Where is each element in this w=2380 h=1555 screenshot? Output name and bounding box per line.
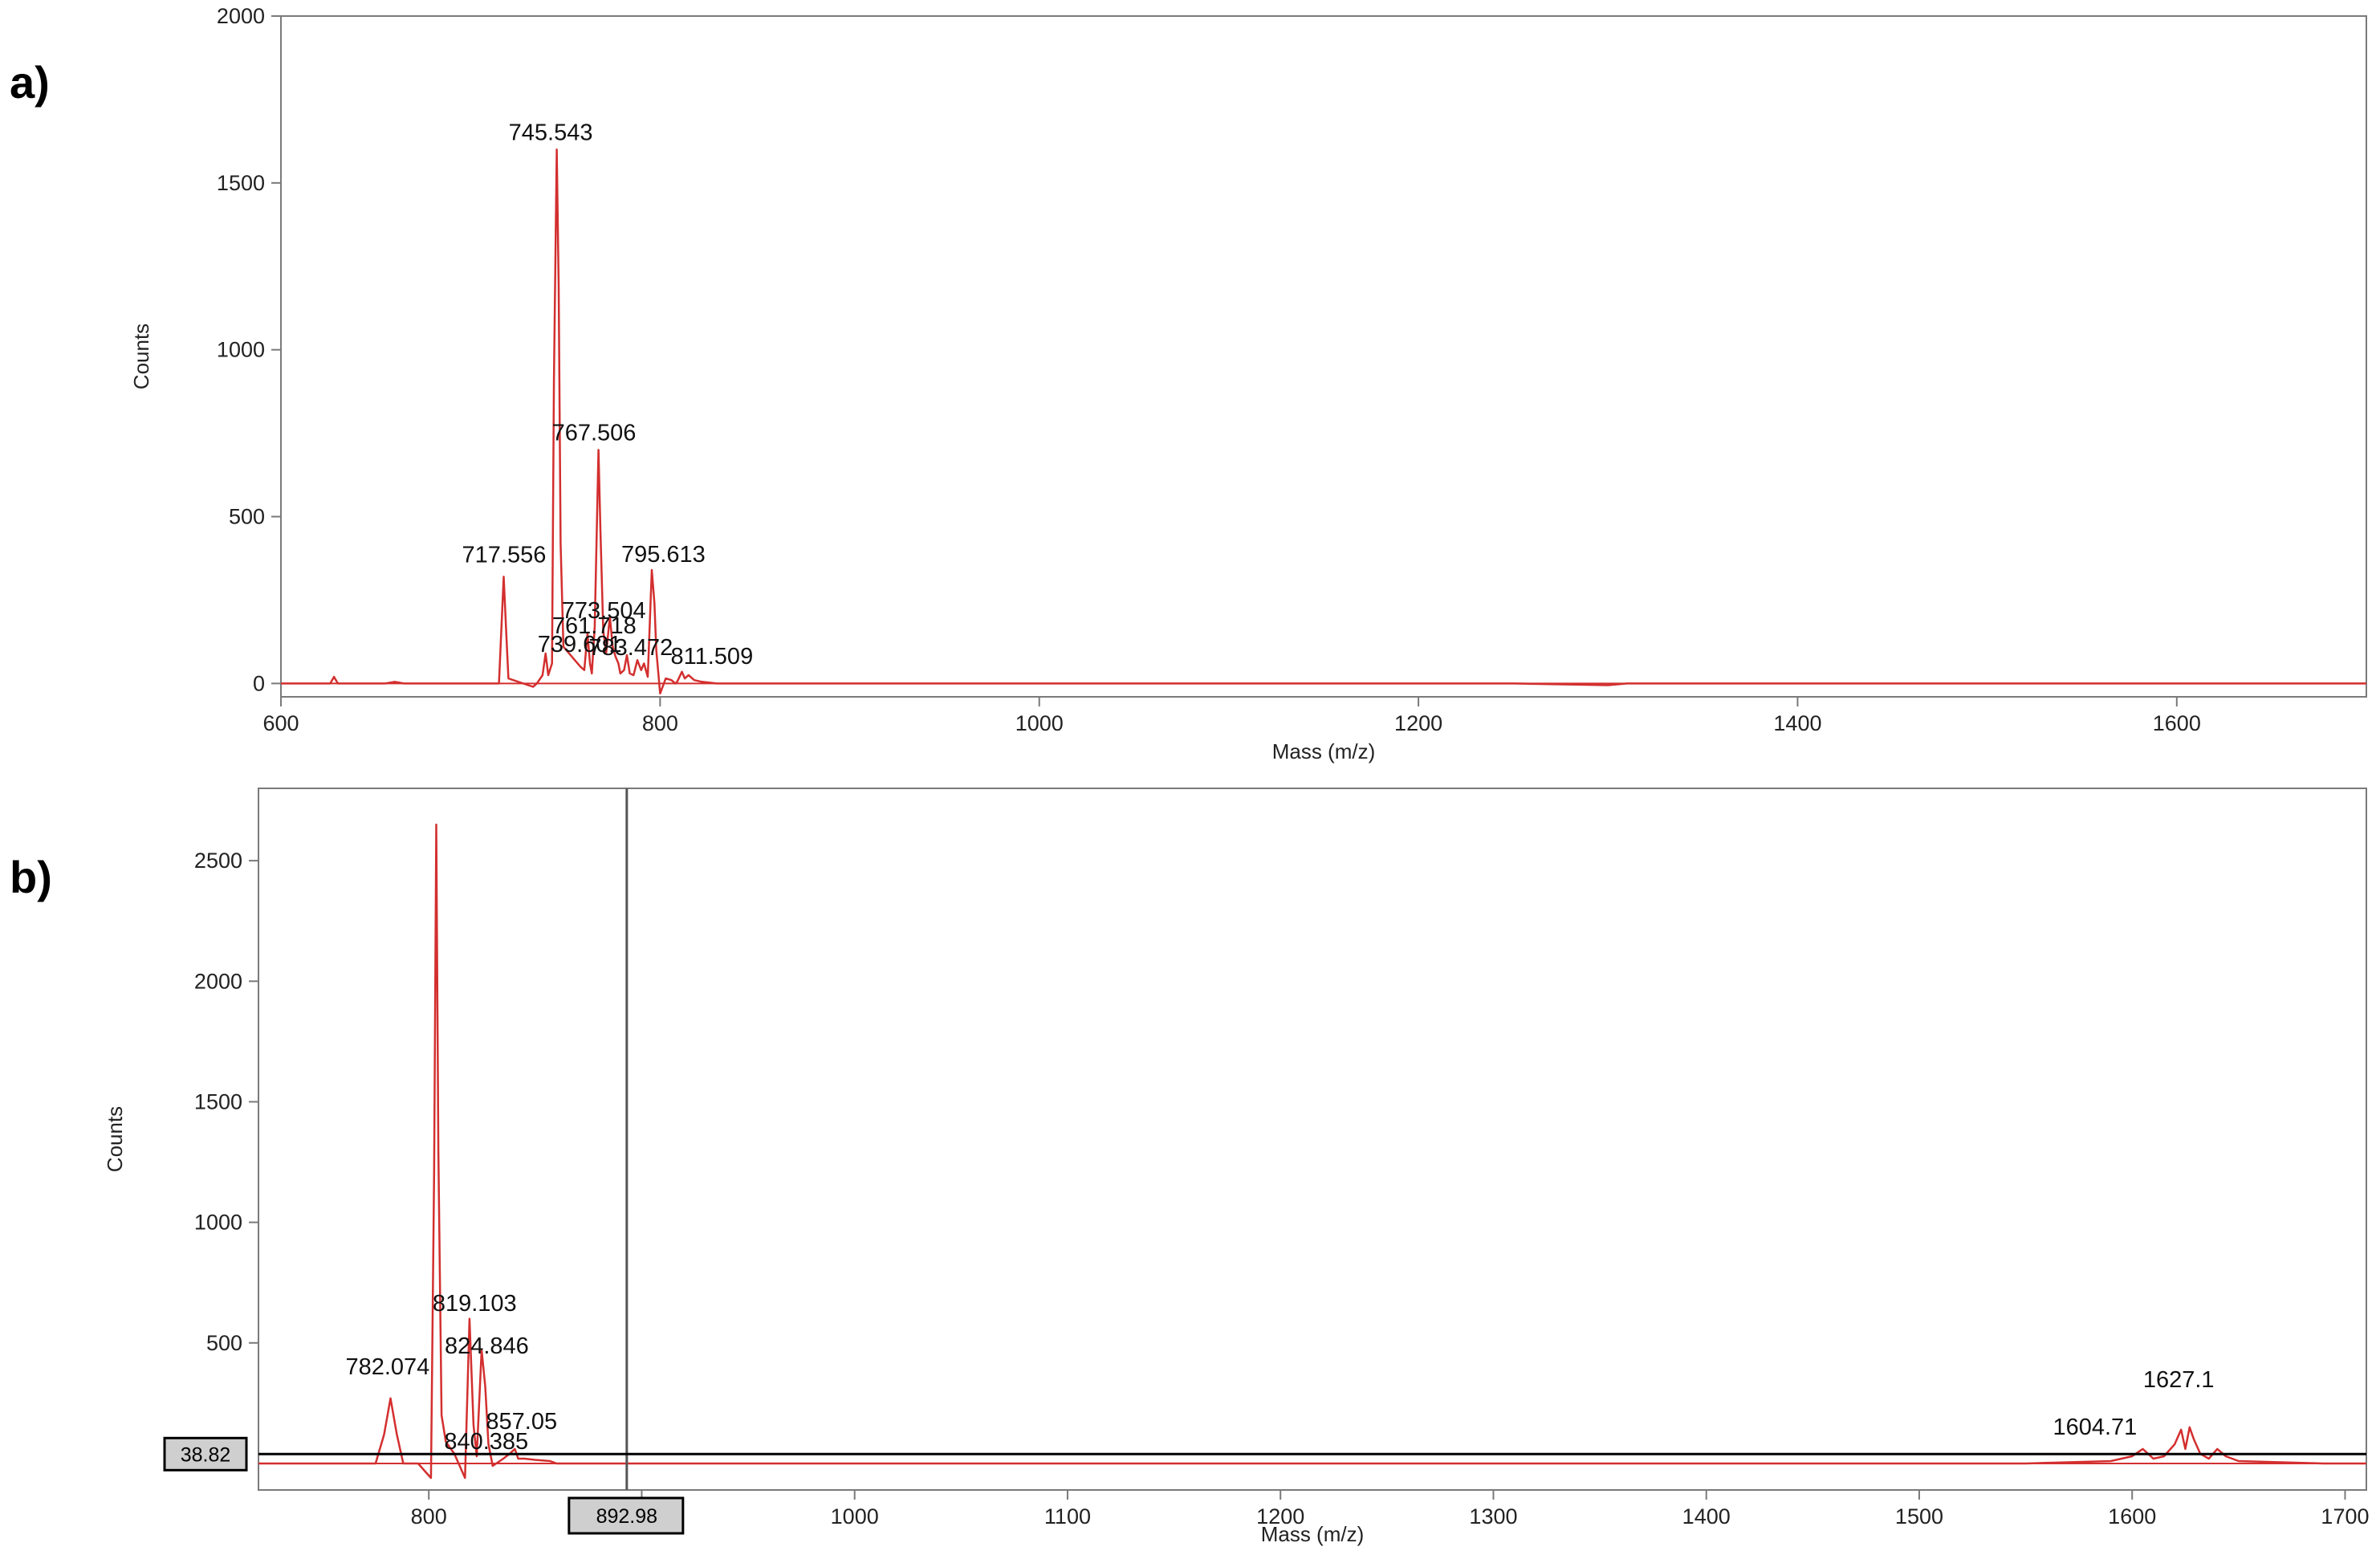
x-axis-title: Mass (m/z) xyxy=(1272,739,1376,763)
cursor-x-readout-box xyxy=(568,1496,685,1535)
plot-frame xyxy=(280,15,2367,698)
spectrum-trace xyxy=(281,149,2366,695)
x-tick-label: 1000 xyxy=(1015,711,1064,735)
peak-label: 1604.71 xyxy=(2052,1415,2137,1440)
peak-label: 803.5 xyxy=(392,787,450,790)
peak-label: 761.718 xyxy=(552,613,637,639)
peak-label: 739.601 xyxy=(538,632,622,657)
peak-label: 782.074 xyxy=(345,1354,429,1380)
peak-label: 840.385 xyxy=(444,1429,528,1455)
peak-label: 811.509 xyxy=(671,644,754,670)
x-tick-label: 1200 xyxy=(1394,711,1442,735)
peak-label: 819.103 xyxy=(433,1291,517,1317)
y-tick-label: 2000 xyxy=(217,4,265,28)
y-axis-title: Counts xyxy=(103,1106,127,1172)
x-tick-label: 1600 xyxy=(2108,1504,2156,1529)
peak-label: 824.846 xyxy=(445,1333,529,1359)
y-tick-label: 2000 xyxy=(194,969,242,993)
y-tick-label: 500 xyxy=(206,1331,242,1355)
peak-label: 783.472 xyxy=(588,635,673,661)
y-tick-label: 1500 xyxy=(217,171,265,195)
y-tick-label: 2500 xyxy=(194,849,242,873)
peak-label: 857.05 xyxy=(486,1409,557,1435)
x-tick-label: 600 xyxy=(262,711,299,735)
peak-label: 717.556 xyxy=(462,542,547,568)
cursor-y-readout: 38.82 xyxy=(181,1443,231,1466)
panel-a-label: a) xyxy=(10,57,50,108)
x-tick-label: 1400 xyxy=(1682,1504,1731,1529)
x-tick-label: 800 xyxy=(411,1504,447,1529)
x-tick-label: 1300 xyxy=(1469,1504,1517,1529)
x-tick-label: 1100 xyxy=(1044,1504,1091,1529)
y-tick-label: 1000 xyxy=(217,338,265,362)
x-tick-label: 1600 xyxy=(2153,711,2201,735)
y-axis-title: Counts xyxy=(129,324,153,389)
x-tick-label: 1500 xyxy=(1895,1504,1943,1529)
cursor-y-readout-box xyxy=(163,1436,248,1472)
peak-label: 767.506 xyxy=(552,420,637,446)
y-tick-label: 500 xyxy=(229,505,265,529)
x-tick-label: 1400 xyxy=(1773,711,1821,735)
y-tick-label: 1500 xyxy=(194,1089,242,1113)
peak-label: 773.504 xyxy=(562,598,646,624)
y-tick-label: 1000 xyxy=(194,1211,242,1235)
peak-label: 795.613 xyxy=(621,542,706,568)
y-tick-label: 0 xyxy=(253,671,265,695)
x-axis-title: Mass (m/z) xyxy=(1261,1522,1365,1546)
chart-b: 8009001000110012001300140015001600170050… xyxy=(103,787,2370,1546)
chart-a: 600 800 1000 1200 1400 1600 0 500 1000 1500 2000 Ma… xyxy=(129,4,2367,763)
cursor-x-readout: 892.98 xyxy=(596,1505,657,1528)
spectrum-trace xyxy=(258,823,2366,1480)
peak-label: 1627.1 xyxy=(2143,1367,2215,1393)
x-tick-label: 1700 xyxy=(2321,1504,2369,1529)
peak-label: 745.543 xyxy=(509,120,593,145)
x-tick-label: 800 xyxy=(642,711,678,735)
x-tick-label: 1000 xyxy=(831,1504,879,1529)
plot-frame xyxy=(258,788,2367,1491)
panel-b-label: b) xyxy=(10,852,52,902)
x-tick-label: 1200 xyxy=(1256,1504,1304,1529)
